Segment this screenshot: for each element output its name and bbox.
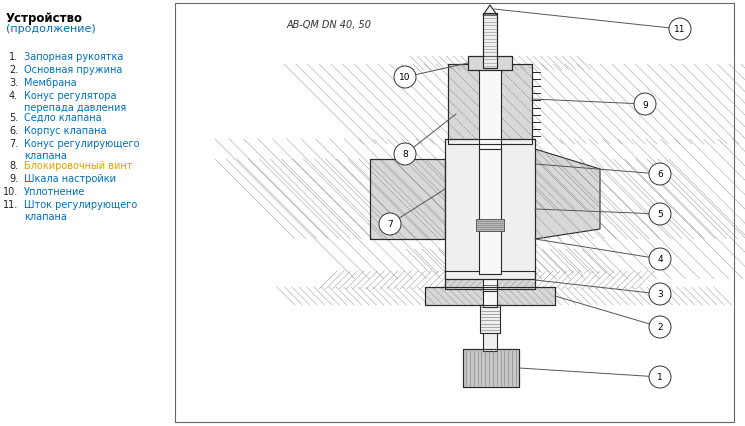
Bar bbox=[370, 160, 445, 239]
Text: Основная пружина: Основная пружина bbox=[24, 65, 122, 75]
Bar bbox=[480, 301, 500, 333]
Bar bbox=[370, 160, 445, 239]
Text: Блокировочный винт: Блокировочный винт bbox=[24, 161, 133, 170]
Circle shape bbox=[669, 19, 691, 41]
Text: Конус регулятора
перепада давления: Конус регулятора перепада давления bbox=[24, 91, 126, 113]
Bar bbox=[470, 249, 510, 273]
Text: 1.: 1. bbox=[9, 52, 18, 62]
Text: 4.: 4. bbox=[9, 91, 18, 101]
Bar bbox=[468, 57, 512, 71]
Text: Уплотнение: Уплотнение bbox=[24, 187, 86, 196]
Circle shape bbox=[649, 366, 671, 388]
Bar bbox=[463, 349, 519, 387]
Text: 10: 10 bbox=[399, 73, 410, 82]
Circle shape bbox=[394, 67, 416, 89]
Text: 6: 6 bbox=[657, 170, 663, 179]
Bar bbox=[448, 65, 532, 145]
Text: (продолжение): (продолжение) bbox=[6, 24, 96, 34]
Bar bbox=[448, 65, 532, 145]
Text: 7: 7 bbox=[387, 220, 393, 229]
Circle shape bbox=[649, 316, 671, 338]
Text: 5: 5 bbox=[657, 210, 663, 219]
Bar bbox=[483, 249, 497, 273]
Text: 9: 9 bbox=[642, 100, 648, 109]
Text: 6.: 6. bbox=[9, 126, 18, 136]
Bar bbox=[445, 140, 535, 279]
Circle shape bbox=[649, 164, 671, 186]
Text: 5.: 5. bbox=[9, 113, 18, 123]
Bar bbox=[476, 219, 504, 231]
Text: 11: 11 bbox=[674, 26, 685, 35]
Bar bbox=[483, 14, 497, 69]
Text: 11.: 11. bbox=[3, 199, 18, 210]
Bar bbox=[448, 65, 532, 145]
Text: 2.: 2. bbox=[9, 65, 18, 75]
Bar bbox=[483, 285, 497, 307]
Bar bbox=[445, 271, 535, 289]
Bar bbox=[425, 287, 555, 305]
Bar bbox=[445, 271, 535, 289]
Circle shape bbox=[649, 204, 671, 225]
Text: 7.: 7. bbox=[9, 139, 18, 149]
Bar bbox=[483, 269, 497, 291]
Text: 8.: 8. bbox=[9, 161, 18, 170]
Text: 2: 2 bbox=[657, 323, 663, 332]
Text: AB-QM DN 40, 50: AB-QM DN 40, 50 bbox=[287, 20, 372, 30]
Text: Шток регулирующего
клапана: Шток регулирующего клапана bbox=[24, 199, 137, 222]
Text: 4: 4 bbox=[657, 255, 663, 264]
Bar bbox=[445, 140, 535, 279]
Text: Шкала настройки: Шкала настройки bbox=[24, 173, 116, 184]
Bar bbox=[463, 349, 519, 387]
Bar bbox=[425, 287, 555, 305]
Text: 1: 1 bbox=[657, 373, 663, 382]
Bar bbox=[445, 140, 535, 279]
Bar bbox=[175, 4, 734, 422]
Bar bbox=[468, 57, 512, 71]
Bar bbox=[370, 160, 445, 239]
Bar bbox=[483, 331, 497, 351]
Text: Мембрана: Мембрана bbox=[24, 78, 77, 88]
Circle shape bbox=[379, 213, 401, 236]
Bar bbox=[425, 287, 555, 305]
Bar bbox=[470, 249, 510, 273]
Text: 3: 3 bbox=[657, 290, 663, 299]
Text: 8: 8 bbox=[402, 150, 408, 159]
Bar bbox=[445, 271, 535, 289]
Bar bbox=[479, 150, 501, 274]
Text: Корпус клапана: Корпус клапана bbox=[24, 126, 107, 136]
Text: Седло клапана: Седло клапана bbox=[24, 113, 101, 123]
Bar bbox=[479, 65, 501, 155]
Polygon shape bbox=[535, 150, 600, 239]
Text: 9.: 9. bbox=[9, 173, 18, 184]
Polygon shape bbox=[483, 6, 497, 16]
Circle shape bbox=[394, 144, 416, 166]
Bar bbox=[468, 57, 512, 71]
Bar bbox=[483, 14, 497, 69]
Text: Устройство: Устройство bbox=[6, 12, 83, 25]
Text: Конус регулирующего
клапана: Конус регулирующего клапана bbox=[24, 139, 139, 161]
Bar bbox=[483, 285, 497, 307]
Text: 10.: 10. bbox=[3, 187, 18, 196]
Circle shape bbox=[634, 94, 656, 116]
Circle shape bbox=[649, 283, 671, 305]
Bar bbox=[479, 150, 501, 274]
Text: 3.: 3. bbox=[9, 78, 18, 88]
Text: Запорная рукоятка: Запорная рукоятка bbox=[24, 52, 124, 62]
Circle shape bbox=[649, 248, 671, 271]
